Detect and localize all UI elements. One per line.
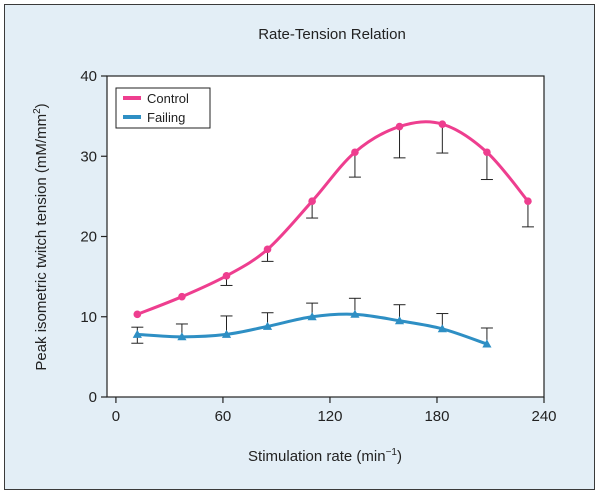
series-failing xyxy=(131,297,493,348)
plot-area xyxy=(106,75,545,398)
data-point xyxy=(350,309,360,318)
x-tick-label: 240 xyxy=(531,408,556,425)
y-tick-label: 10 xyxy=(80,309,97,326)
x-tick-label: 60 xyxy=(215,408,232,425)
y-tick-label: 20 xyxy=(80,229,97,246)
series-layer xyxy=(131,120,534,348)
series-line-control xyxy=(135,120,530,316)
data-point xyxy=(221,329,232,338)
data-point xyxy=(133,310,142,319)
y-tick-label: 30 xyxy=(80,148,97,165)
legend-label-control: Control xyxy=(147,91,189,106)
data-point xyxy=(483,148,491,157)
y-tick-label: 40 xyxy=(80,68,97,85)
figure-panel: Rate-Tension Relation 0 60 120 180 240 0 10 20 3… xyxy=(4,4,595,490)
data-point xyxy=(482,339,492,348)
x-axis-title: Stimulation rate (min−1) xyxy=(248,447,402,465)
data-point xyxy=(178,292,186,301)
data-point xyxy=(222,272,231,280)
data-point xyxy=(438,120,447,128)
legend-label-failing: Failing xyxy=(147,110,185,125)
y-tick-label: 0 xyxy=(89,389,97,406)
chart-title: Rate-Tension Relation xyxy=(258,26,406,43)
series-control xyxy=(133,120,534,319)
data-point xyxy=(262,321,273,330)
data-point xyxy=(524,197,532,205)
y-axis-title: Peak isometric twitch tension (mM/mm2) xyxy=(32,103,50,370)
x-tick-label: 180 xyxy=(424,408,449,425)
legend-box xyxy=(115,87,211,129)
x-tick-label: 120 xyxy=(317,408,342,425)
legend: Control Failing xyxy=(115,87,211,129)
data-point xyxy=(351,148,359,157)
data-point xyxy=(308,197,316,205)
data-point xyxy=(395,122,404,131)
axis-ticks: 0 60 120 180 240 0 10 20 30 40 xyxy=(80,68,556,425)
data-point xyxy=(437,324,447,333)
data-point xyxy=(132,329,142,338)
chart: Rate-Tension Relation 0 60 120 180 240 0 10 20 3… xyxy=(32,26,557,465)
data-point xyxy=(263,245,272,254)
data-point xyxy=(307,312,317,321)
data-point xyxy=(177,332,187,341)
x-tick-label: 0 xyxy=(112,408,120,425)
data-point xyxy=(394,316,405,325)
